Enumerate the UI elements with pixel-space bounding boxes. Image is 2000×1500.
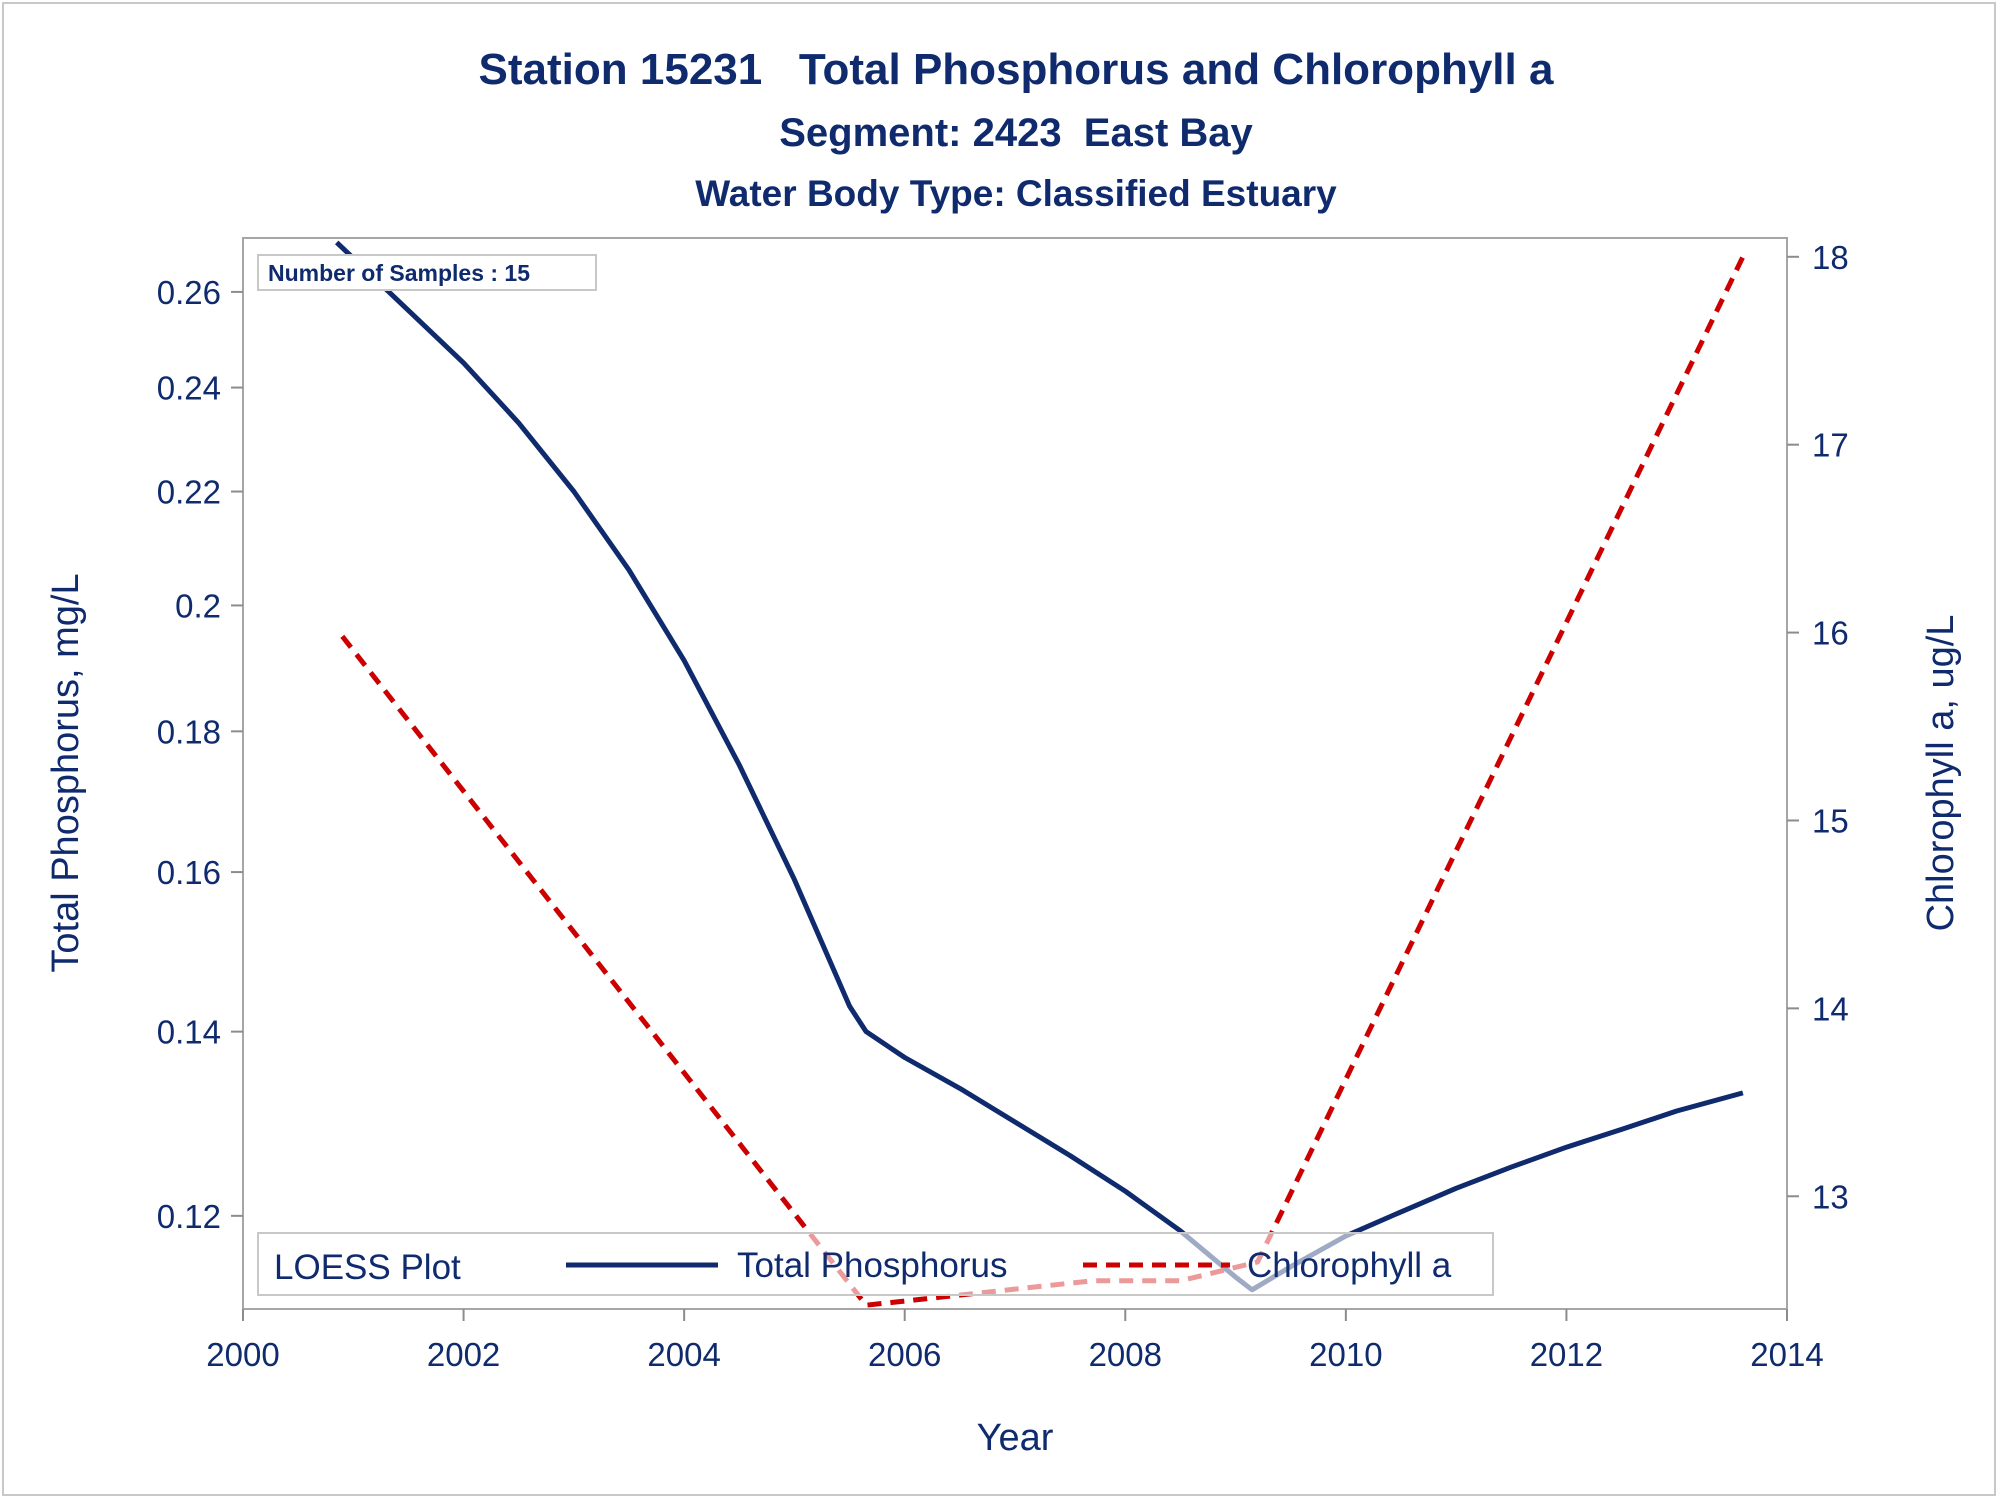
- y2-tick-label: 16: [1812, 615, 1849, 652]
- inset-box: [257, 254, 597, 291]
- x-tick-label: 2014: [1750, 1336, 1823, 1373]
- y2-axis-label: Chlorophyll a, ug/L: [1920, 615, 1962, 932]
- y2-tick-label: 17: [1812, 427, 1849, 464]
- x-tick-label: 2010: [1309, 1336, 1382, 1373]
- y-tick-label: 0.12: [157, 1198, 221, 1235]
- y-axis-label: Total Phosphorus, mg/L: [45, 573, 87, 972]
- legend-title: LOESS Plot: [274, 1248, 461, 1287]
- chart-subtitle: Segment: 2423 East Bay: [779, 111, 1253, 155]
- chart-subtitle-2: Water Body Type: Classified Estuary: [695, 173, 1337, 214]
- series-layer: [334, 240, 1746, 1308]
- y-tick-label: 0.24: [157, 370, 221, 407]
- x-tick-label: 2004: [647, 1336, 720, 1373]
- chart-title: Station 15231 Total Phosphorus and Chlor…: [479, 45, 1554, 94]
- y-tick-label: 0.14: [157, 1014, 221, 1051]
- y-tick-label: 0.16: [157, 854, 221, 891]
- y-tick-label: 0.2: [175, 587, 221, 624]
- legend-box: [257, 1232, 1494, 1296]
- plot-area: [242, 237, 1788, 1310]
- legend-entry-chlorophyll-a: Chlorophyll a: [1247, 1246, 1452, 1285]
- inset-label: Number of Samples : 15: [268, 260, 530, 286]
- y-tick-label: 0.18: [157, 713, 221, 750]
- y2-tick-label: 14: [1812, 990, 1849, 1027]
- x-tick-label: 2006: [868, 1336, 941, 1373]
- y2-tick-label: 18: [1812, 239, 1849, 276]
- y-axis-left: 0.12 0.14 0.16 0.18 0.2 0.22 0.24 0.26: [157, 274, 243, 1235]
- x-axis-label: Year: [977, 1417, 1054, 1459]
- legend-entry-total-phosphorus: Total Phosphorus: [737, 1246, 1007, 1285]
- x-tick-label: 2012: [1530, 1336, 1603, 1373]
- y2-tick-label: 15: [1812, 802, 1849, 839]
- x-axis: 2000 2002 2004 2006 2008 2010 2012 2014: [206, 1309, 1824, 1373]
- series-line-total-phosphorus: [334, 240, 1744, 1293]
- x-tick-label: 2002: [427, 1336, 500, 1373]
- y-tick-label: 0.26: [157, 274, 221, 311]
- legend: LOESS Plot Total Phosphorus Chlorophyll …: [257, 1232, 1494, 1296]
- y2-tick-label: 13: [1812, 1178, 1849, 1215]
- y-axis-right: 13 14 15 16 17 18: [1787, 239, 1849, 1215]
- x-tick-label: 2008: [1089, 1336, 1162, 1373]
- series-line-chlorophyll-a: [340, 255, 1746, 1308]
- x-tick-label: 2000: [206, 1336, 279, 1373]
- y-tick-label: 0.22: [157, 474, 221, 511]
